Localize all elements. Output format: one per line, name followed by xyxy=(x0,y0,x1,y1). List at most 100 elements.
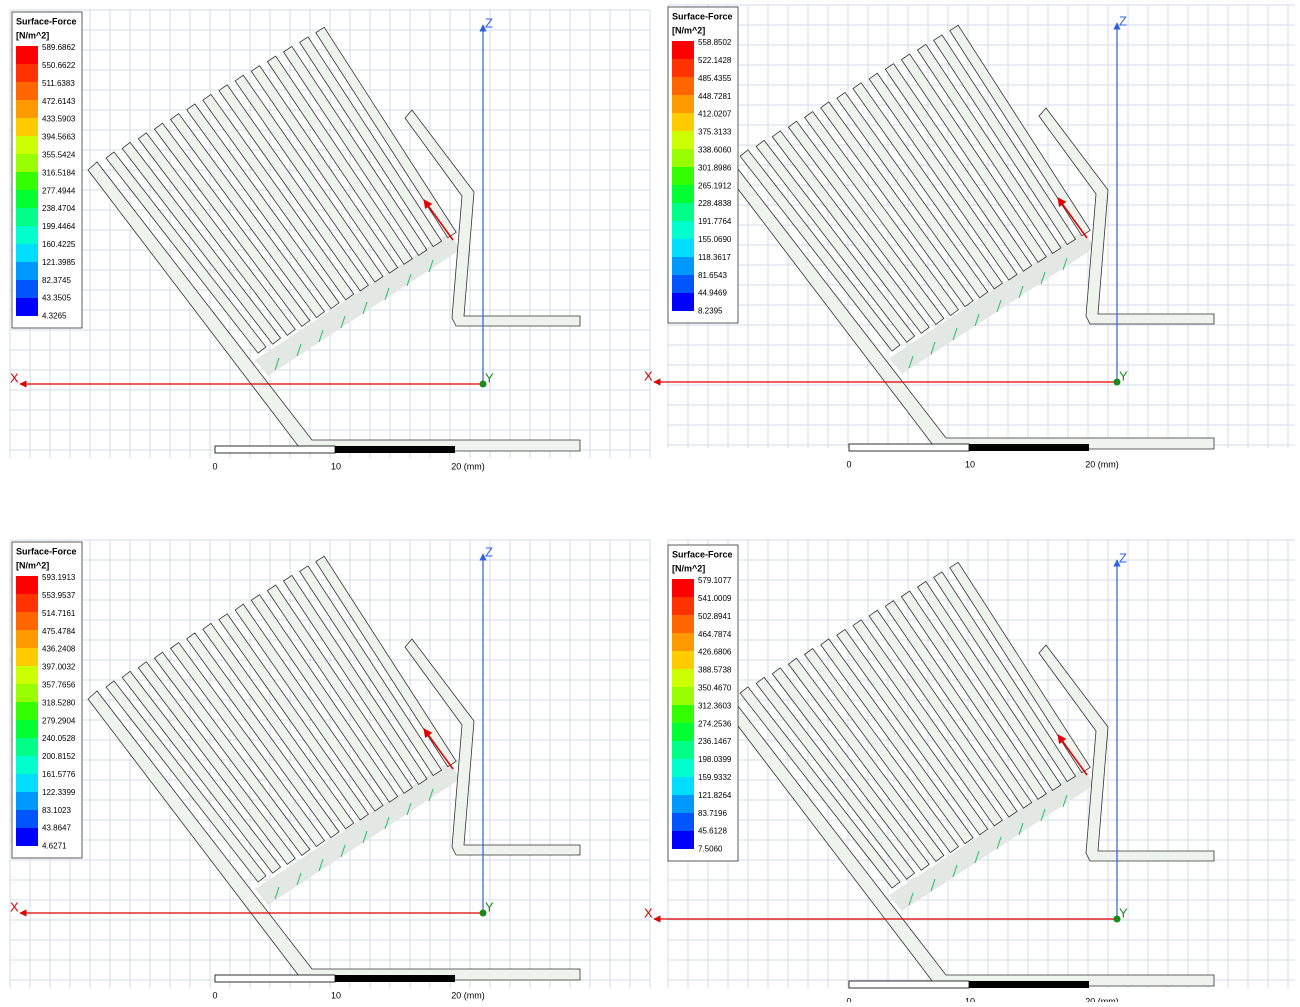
viewport: XZY01020 (mm)Surface-Force[N/m^2]593.191… xyxy=(10,540,650,1000)
legend-swatch xyxy=(672,615,694,633)
screenshot: X Z Y 0 10 20 (mm) Surface-Force [N/m^2] 589.686… xyxy=(0,0,1300,1002)
z-axis-label: Z xyxy=(1119,550,1127,565)
legend-swatch xyxy=(672,59,694,77)
legend-value: 83.1023 xyxy=(42,806,71,815)
legend-value: 277.4944 xyxy=(42,186,76,195)
legend-value: 472.6143 xyxy=(42,97,76,106)
legend-value: 122.3399 xyxy=(42,788,76,797)
legend-value: 355.5424 xyxy=(42,151,76,160)
legend-value: 426.6806 xyxy=(698,648,732,657)
scale-bar-black xyxy=(335,446,455,453)
legend-swatch xyxy=(16,82,38,100)
legend-title: Surface-Force xyxy=(672,549,733,559)
legend-value: 318.5280 xyxy=(42,698,76,707)
legend-value: 522.1428 xyxy=(698,56,732,65)
legend-value: 312.3603 xyxy=(698,701,732,710)
legend-value: 397.0032 xyxy=(42,663,76,672)
legend-value: 589.6862 xyxy=(42,43,76,52)
legend-value: 159.9332 xyxy=(698,773,732,782)
scale-label: 10 xyxy=(331,990,341,1000)
legend-value: 160.4225 xyxy=(42,240,76,249)
scale-label: 20 (mm) xyxy=(1085,459,1119,469)
legend-value: 228.4838 xyxy=(698,199,732,208)
legend-value: 316.5184 xyxy=(42,168,76,177)
legend-swatch xyxy=(16,684,38,702)
legend-swatch xyxy=(16,630,38,648)
legend-value: 198.0399 xyxy=(698,755,732,764)
viewport: XZY01020 (mm)Surface-Force[N/m^2]558.850… xyxy=(644,5,1295,469)
legend-title: Surface-Force xyxy=(16,546,77,556)
scale-bar-black xyxy=(969,981,1089,988)
legend-swatch xyxy=(16,612,38,630)
legend-value: 388.5738 xyxy=(698,666,732,675)
legend-value: 274.2536 xyxy=(698,719,732,728)
scale-label: 0 xyxy=(212,461,217,471)
legend-swatch xyxy=(672,777,694,795)
legend-value: 4.6271 xyxy=(42,842,67,851)
scale-bar-white xyxy=(849,981,969,988)
scale-bar-white xyxy=(849,444,969,451)
legend-swatch xyxy=(672,239,694,257)
legend-value: 199.4464 xyxy=(42,222,76,231)
legend-title: Surface-Force xyxy=(672,11,733,21)
legend-value: 265.1912 xyxy=(698,181,732,190)
x-axis-label: X xyxy=(644,368,653,383)
y-axis-label: Y xyxy=(1119,368,1128,383)
legend-value: 8.2395 xyxy=(698,307,723,316)
legend-value: 464.7874 xyxy=(698,630,732,639)
legend-value: 541.0009 xyxy=(698,594,732,603)
legend-swatch xyxy=(672,149,694,167)
legend-swatch xyxy=(16,720,38,738)
legend-value: 514.7161 xyxy=(42,609,76,618)
legend-swatch xyxy=(16,118,38,136)
x-axis-label: X xyxy=(10,370,19,385)
legend-value: 161.5776 xyxy=(42,770,76,779)
legend: Surface-Force[N/m^2]593.1913553.9537514.… xyxy=(12,542,82,858)
legend-swatch xyxy=(672,203,694,221)
legend-swatch xyxy=(16,756,38,774)
scale-bar-white xyxy=(215,975,335,982)
legend-swatch xyxy=(672,221,694,239)
bracket xyxy=(405,639,580,855)
legend-swatch xyxy=(16,648,38,666)
z-axis-label: Z xyxy=(485,544,493,559)
legend-value: 83.7196 xyxy=(698,809,727,818)
legend-value: 240.0528 xyxy=(42,734,76,743)
legend-value: 448.7281 xyxy=(698,92,732,101)
legend-value: 121.3985 xyxy=(42,258,76,267)
legend-swatch xyxy=(16,208,38,226)
legend-swatch xyxy=(16,280,38,298)
legend-value: 279.2904 xyxy=(42,716,76,725)
legend-value: 43.8647 xyxy=(42,824,71,833)
legend-swatch xyxy=(16,810,38,828)
legend-value: 558.8502 xyxy=(698,38,732,47)
legend-value: 475.4784 xyxy=(42,627,76,636)
legend-value: 238.4704 xyxy=(42,204,76,213)
legend-swatch xyxy=(672,831,694,849)
legend-swatch xyxy=(672,795,694,813)
legend-value: 550.6622 xyxy=(42,61,76,70)
y-axis-label: Y xyxy=(485,370,494,385)
scale-label: 0 xyxy=(846,459,851,469)
scale-label: 10 xyxy=(965,996,975,1002)
scale-label: 20 (mm) xyxy=(1085,996,1119,1002)
legend-swatch xyxy=(672,95,694,113)
legend-unit: [N/m^2] xyxy=(16,560,49,570)
legend-swatch xyxy=(672,813,694,831)
scale-bar-black xyxy=(969,444,1089,451)
legend-swatch xyxy=(672,705,694,723)
legend-swatch xyxy=(672,741,694,759)
legend: Surface-Force[N/m^2]558.8502522.1428485.… xyxy=(668,7,738,323)
legend: Surface-Force[N/m^2]579.1077541.0009502.… xyxy=(668,545,738,861)
legend-value: 200.8152 xyxy=(42,752,76,761)
legend-value: 155.0690 xyxy=(698,235,732,244)
scale-bar-white xyxy=(215,446,335,453)
legend-swatch xyxy=(672,597,694,615)
legend-value: 350.4670 xyxy=(698,684,732,693)
legend-swatch xyxy=(16,666,38,684)
legend-value: 45.6128 xyxy=(698,827,727,836)
legend-swatch xyxy=(672,167,694,185)
z-axis-label: Z xyxy=(1119,13,1127,28)
x-axis-label: X xyxy=(10,899,19,914)
legend-swatch xyxy=(16,594,38,612)
